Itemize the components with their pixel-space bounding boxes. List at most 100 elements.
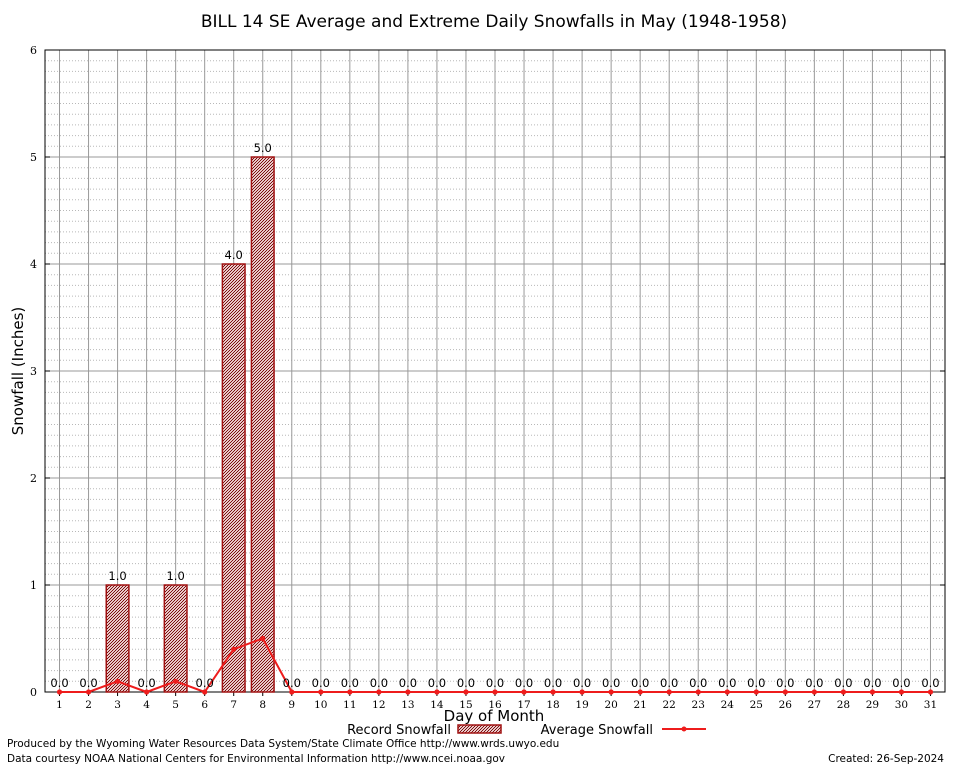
x-tick-label: 18 (546, 699, 559, 711)
record-label-day-31: 0.0 (921, 676, 939, 690)
average-line (56, 635, 934, 695)
x-tick-label: 8 (259, 699, 266, 711)
x-tick-label: 11 (343, 699, 356, 711)
legend-record-label: Record Snowfall (347, 723, 451, 738)
record-label-day-27: 0.0 (805, 676, 823, 690)
record-label-day-29: 0.0 (863, 676, 881, 690)
average-point-day-9 (289, 689, 295, 695)
x-tick-label: 31 (924, 699, 937, 711)
average-point-day-27 (811, 689, 817, 695)
y-tick-label: 6 (30, 44, 37, 57)
average-point-day-24 (724, 689, 730, 695)
y-tick-label: 4 (30, 258, 37, 271)
y-tick-label: 3 (30, 365, 37, 378)
x-tick-label: 4 (143, 699, 150, 711)
x-tick-label: 1 (56, 699, 63, 711)
x-tick-label: 7 (230, 699, 237, 711)
average-point-day-19 (579, 689, 585, 695)
average-point-day-17 (521, 689, 527, 695)
x-tick-label: 23 (692, 699, 705, 711)
record-label-day-21: 0.0 (631, 676, 649, 690)
record-label-day-4: 0.0 (137, 676, 155, 690)
record-label-day-6: 0.0 (196, 676, 214, 690)
record-label-day-16: 0.0 (486, 676, 504, 690)
footer-credit-ncei: Data courtesy NOAA National Centers for … (7, 753, 506, 765)
footer-created-date: Created: 26-Sep-2024 (828, 753, 944, 765)
x-tick-label: 14 (430, 699, 444, 711)
x-tick-label: 6 (201, 699, 208, 711)
x-tick-label: 3 (114, 699, 121, 711)
record-label-day-8: 5.0 (254, 141, 272, 155)
x-tick-label: 29 (866, 699, 879, 711)
average-point-day-5 (173, 678, 179, 684)
average-point-day-11 (347, 689, 353, 695)
y-axis-ticks: 0 1 2 3 4 5 6 (30, 44, 945, 699)
record-label-day-14: 0.0 (428, 676, 446, 690)
record-label-day-11: 0.0 (341, 676, 359, 690)
average-point-day-30 (898, 689, 905, 695)
x-tick-label: 30 (895, 699, 908, 711)
legend-average-marker (681, 726, 687, 732)
x-tick-label: 21 (633, 699, 646, 711)
average-point-day-2 (85, 689, 92, 695)
x-tick-label: 12 (372, 699, 385, 711)
record-bar-day-3 (105, 584, 130, 693)
average-point-day-4 (144, 689, 150, 695)
average-point-day-25 (753, 689, 759, 695)
average-point-day-12 (376, 689, 382, 695)
x-tick-label: 9 (288, 699, 295, 711)
grid (45, 50, 945, 692)
record-label-day-10: 0.0 (312, 676, 330, 690)
average-point-day-23 (695, 689, 701, 695)
record-label-day-12: 0.0 (370, 676, 388, 690)
average-point-day-3 (114, 678, 121, 684)
chart-title: BILL 14 SE Average and Extreme Daily Sno… (201, 12, 787, 32)
y-axis-label: Snowfall (Inches) (9, 307, 27, 435)
record-label-day-30: 0.0 (892, 676, 910, 690)
average-point-day-10 (318, 689, 324, 695)
average-point-day-29 (869, 689, 876, 695)
x-tick-label: 28 (837, 699, 850, 711)
record-label-day-20: 0.0 (602, 676, 620, 690)
record-bar-day-5 (163, 584, 188, 693)
x-axis-ticks: 1 2 3 4 5 6 7 8 9 10 11 12 13 14 15 16 17 18 19 20 21 22 23 24 2… (56, 692, 937, 711)
average-point-day-28 (840, 689, 846, 695)
record-label-day-25: 0.0 (747, 676, 765, 690)
legend: Record Snowfall Average Snowfall (347, 723, 706, 738)
average-point-day-16 (492, 689, 498, 695)
average-point-day-13 (405, 689, 411, 695)
record-bar-day-8 (250, 156, 275, 693)
record-label-day-17: 0.0 (515, 676, 533, 690)
y-tick-label: 0 (30, 686, 37, 699)
x-tick-label: 17 (517, 699, 530, 711)
x-tick-label: 20 (604, 699, 617, 711)
y-tick-label: 2 (30, 472, 37, 485)
x-tick-label: 27 (808, 699, 821, 711)
record-bars (105, 156, 275, 693)
average-point-day-22 (666, 689, 672, 695)
x-tick-label: 19 (575, 699, 588, 711)
x-tick-label: 5 (172, 699, 179, 711)
x-tick-label: 25 (750, 699, 763, 711)
legend-average-label: Average Snowfall (541, 723, 653, 738)
record-label-day-18: 0.0 (544, 676, 562, 690)
average-point-day-8 (260, 635, 266, 642)
record-label-day-5: 1.0 (166, 569, 184, 583)
y-tick-label: 5 (30, 151, 37, 164)
average-point-day-15 (463, 689, 469, 695)
average-point-day-21 (637, 689, 643, 695)
record-label-day-22: 0.0 (660, 676, 678, 690)
x-tick-label: 16 (488, 699, 502, 711)
average-point-day-20 (608, 689, 614, 695)
record-label-day-24: 0.0 (718, 676, 736, 690)
record-label-day-19: 0.0 (573, 676, 591, 690)
record-label-day-26: 0.0 (776, 676, 794, 690)
x-tick-label: 26 (779, 699, 793, 711)
average-point-day-31 (927, 689, 934, 695)
record-label-day-3: 1.0 (108, 569, 126, 583)
data-labels: 0.0 0.0 1.0 0.0 1.0 0.0 4.0 5.0 0.0 0.0 0.0 0.0 0.0 0… (50, 141, 939, 690)
footer-credit-wrds: Produced by the Wyoming Water Resources … (7, 738, 560, 750)
average-point-day-6 (202, 689, 208, 695)
record-label-day-7: 4.0 (225, 248, 243, 262)
